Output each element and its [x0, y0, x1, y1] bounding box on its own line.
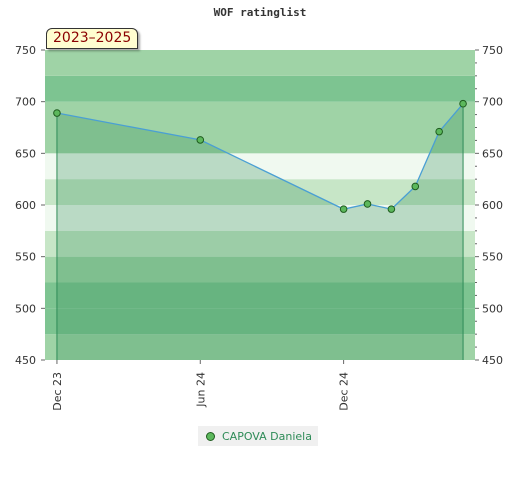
- background-band: [45, 282, 475, 309]
- background-band: [45, 179, 475, 205]
- x-tick-label: Dec 23: [51, 372, 64, 411]
- y-tick-label-right: 700: [482, 96, 503, 109]
- legend[interactable]: CAPOVA Daniela: [198, 426, 318, 446]
- background-band: [45, 308, 475, 335]
- y-axis-left: 450 500 550 600 650 700 750: [15, 44, 45, 367]
- y-tick-label-left: 550: [15, 251, 36, 264]
- background-band: [45, 205, 475, 231]
- marker-layer: [53, 99, 467, 213]
- y-tick-label-right: 500: [482, 302, 503, 315]
- series-line-layer: [56, 103, 464, 210]
- data-point[interactable]: [53, 109, 61, 117]
- border-lines: [56, 103, 464, 360]
- y-tick-label-right: 650: [482, 147, 503, 160]
- background-band: [45, 230, 475, 257]
- background-band: [45, 153, 475, 180]
- data-point[interactable]: [435, 127, 443, 136]
- background-bands: [45, 50, 475, 360]
- background-band: [45, 75, 475, 102]
- data-point[interactable]: [387, 205, 396, 213]
- y-tick-label-left: 450: [15, 354, 36, 367]
- background-band: [45, 334, 475, 360]
- data-point[interactable]: [411, 182, 420, 191]
- series-line: [56, 103, 464, 210]
- y-tick-label-left: 750: [15, 44, 36, 57]
- x-axis: Dec 23 Jun 24 Dec 24: [51, 360, 351, 411]
- data-point[interactable]: [196, 136, 205, 144]
- legend-label: CAPOVA Daniela: [222, 429, 312, 443]
- background-band: [45, 256, 475, 283]
- y-tick-label-right: 450: [482, 354, 503, 367]
- chart-title: WOF ratinglist: [213, 6, 307, 19]
- y-tick-label-right: 750: [482, 44, 503, 57]
- data-point[interactable]: [339, 205, 348, 213]
- y-axis-right: 450 500 550 600 650 700 750: [475, 44, 503, 367]
- y-tick-label-left: 650: [15, 147, 36, 160]
- background-band: [45, 127, 475, 154]
- x-tick-label: Dec 24: [338, 372, 351, 411]
- y-tick-label-left: 500: [15, 302, 36, 315]
- data-point[interactable]: [459, 99, 467, 108]
- y-tick-label-right: 600: [482, 199, 503, 212]
- y-tick-label-left: 600: [15, 199, 36, 212]
- x-tick-label: Jun 24: [194, 372, 207, 408]
- y-tick-label-left: 700: [15, 96, 36, 109]
- background-band: [45, 50, 475, 76]
- background-band: [45, 101, 475, 128]
- period-badge: 2023–2025: [46, 28, 139, 49]
- y-tick-label-right: 550: [482, 251, 503, 264]
- area-layer: [56, 103, 464, 360]
- data-point[interactable]: [363, 200, 372, 208]
- legend-marker-icon: [206, 431, 215, 441]
- series-area: [56, 103, 464, 360]
